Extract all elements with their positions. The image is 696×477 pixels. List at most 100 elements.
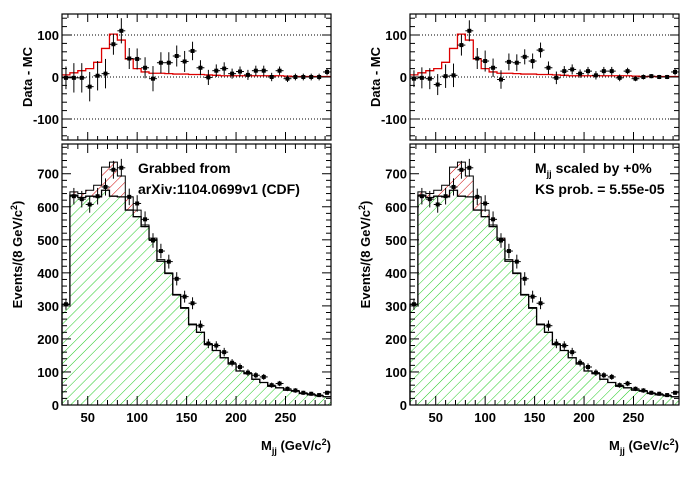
data-point: [117, 159, 125, 177]
data-marker: [104, 185, 108, 189]
data-marker: [127, 57, 131, 61]
diff-data-point: [291, 74, 299, 81]
diff-data-point: [521, 49, 529, 64]
data-point: [624, 381, 632, 386]
data-marker: [459, 168, 463, 172]
diff-data-point: [529, 53, 537, 68]
x-tick-label: 150: [524, 410, 546, 425]
data-point: [560, 341, 568, 350]
data-marker: [562, 69, 566, 73]
diff-data-point: [639, 74, 647, 79]
data-marker: [467, 29, 471, 33]
x-tick-label: 50: [428, 410, 442, 425]
data-marker: [167, 260, 171, 264]
diff-data-point: [102, 59, 110, 88]
y-tick-label: 600: [385, 200, 407, 215]
data-marker: [151, 238, 155, 242]
diff-data-point: [125, 48, 133, 69]
diff-data-point: [457, 35, 465, 56]
annotation-text: Mjj scaled by +0%: [535, 160, 652, 179]
data-marker: [198, 66, 202, 70]
data-marker: [570, 350, 574, 354]
data-marker: [246, 73, 250, 77]
data-marker: [270, 383, 274, 387]
diff-data-point: [545, 61, 553, 74]
data-marker: [444, 194, 448, 198]
diff-data-point: [220, 62, 228, 75]
x-axis-label: Mjj (GeV/c2): [261, 437, 331, 456]
diff-data-point: [442, 64, 450, 88]
y-tick-label: 200: [37, 332, 59, 347]
data-marker: [151, 77, 155, 81]
data-marker: [191, 301, 195, 305]
diff-data-point: [141, 57, 149, 78]
annotation-text: Grabbed from: [138, 160, 231, 176]
diff-data-point: [157, 52, 165, 73]
top-y-axis-label: Data - MC: [368, 46, 383, 107]
data-point: [600, 372, 608, 378]
data-marker: [594, 371, 598, 375]
diff-data-point: [94, 61, 102, 90]
y-tick-label: 0: [400, 398, 407, 413]
data-marker: [467, 166, 471, 170]
data-marker: [459, 43, 463, 47]
x-tick-label: 200: [573, 410, 595, 425]
y-tick-label: 700: [385, 167, 407, 182]
data-point: [220, 348, 228, 357]
y-tick-label: -100: [33, 112, 59, 127]
data-marker: [641, 75, 645, 79]
data-point: [165, 255, 173, 269]
data-point: [236, 363, 244, 370]
diff-data-point: [268, 73, 276, 81]
data-marker: [278, 69, 282, 73]
diff-data-point: [663, 75, 671, 79]
data-marker: [88, 85, 92, 89]
data-marker: [222, 350, 226, 354]
data-marker: [238, 70, 242, 74]
data-marker: [262, 69, 266, 73]
diff-data-point: [149, 66, 157, 91]
y-tick-label: 100: [37, 28, 59, 43]
data-marker: [626, 382, 630, 386]
data-marker: [554, 76, 558, 80]
data-marker: [143, 217, 147, 221]
background-hatched-area: [62, 190, 331, 405]
data-marker: [214, 69, 218, 73]
data-marker: [618, 76, 622, 80]
diff-data-point: [647, 74, 655, 78]
data-marker: [127, 195, 131, 199]
data-marker: [515, 61, 519, 65]
data-marker: [88, 202, 92, 206]
data-marker: [246, 371, 250, 375]
data-marker: [483, 201, 487, 205]
x-tick-label: 200: [225, 410, 247, 425]
data-marker: [198, 324, 202, 328]
y-tick-label: 500: [37, 233, 59, 248]
data-marker: [499, 78, 503, 82]
data-marker: [111, 42, 115, 46]
y-tick-label: 300: [37, 299, 59, 314]
signal-hatched-bin: [117, 176, 125, 197]
data-marker: [206, 342, 210, 346]
data-marker: [594, 73, 598, 77]
diff-data-point: [592, 71, 600, 79]
data-marker: [301, 75, 305, 79]
data-marker: [610, 69, 614, 73]
y-tick-label: 100: [385, 28, 407, 43]
y-tick-label: 300: [385, 299, 407, 314]
data-marker: [475, 57, 479, 61]
data-marker: [80, 76, 84, 80]
diff-data-point: [315, 74, 323, 81]
annotation-text: arXiv:1104.0699v1 (CDF): [138, 181, 300, 197]
diff-data-point: [560, 66, 568, 76]
data-marker: [491, 66, 495, 70]
diff-data-point: [228, 69, 236, 79]
data-point: [276, 381, 284, 386]
data-marker: [262, 375, 266, 379]
diff-data-point: [576, 69, 584, 77]
data-marker: [657, 392, 661, 396]
data-marker: [285, 387, 289, 391]
data-marker: [562, 344, 566, 348]
data-marker: [610, 375, 614, 379]
